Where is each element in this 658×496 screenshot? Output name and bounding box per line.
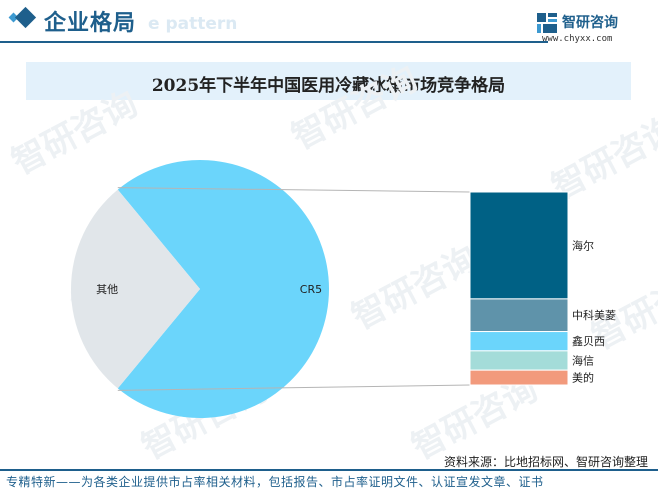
- logo-url: www.chyxx.com: [542, 34, 613, 44]
- bar-segment-label: 海尔: [572, 238, 594, 252]
- connector-line-top: [117, 187, 471, 193]
- bar-segment-label: 中科美菱: [572, 308, 616, 322]
- bar-segment: [469, 369, 569, 386]
- brand-logo: 智研咨询 www.chyxx.com: [536, 10, 646, 44]
- logo-mark-icon: [537, 13, 557, 33]
- connector-line-bottom: [117, 384, 471, 391]
- pie-slice-cr5: [117, 159, 329, 419]
- chart-title: 2025年下半年中国医用冷藏冰箱市场竞争格局: [151, 76, 506, 96]
- source-note: 资料来源：比地招标网、智研咨询整理: [443, 455, 648, 469]
- pie-layer: CR5 其他: [71, 159, 329, 419]
- pie-slice-label: CR5: [300, 283, 322, 296]
- section-title-english: e pattern: [148, 14, 238, 34]
- bar-segment-label: 鑫贝西: [572, 334, 605, 348]
- page-header: e pattern 企业格局 智研咨询 www.chyxx.com: [0, 0, 658, 48]
- bar-segment: [469, 350, 569, 371]
- pie-slice-label: 其他: [96, 283, 118, 296]
- section-title: 企业格局: [44, 10, 137, 36]
- watermark-text: 智研咨询: [285, 59, 424, 158]
- bar-segment: [469, 191, 569, 300]
- logo-name: 智研咨询: [562, 15, 618, 31]
- bar-segment-label: 海信: [572, 354, 594, 368]
- chart-title-band: 2025年下半年中国医用冷藏冰箱市场竞争格局: [26, 62, 631, 100]
- footer-description: 专精特新——为各类企业提供市占率相关材料，包括报告、市占率证明文件、认证宣发文章…: [6, 475, 544, 489]
- header-divider: [0, 41, 548, 43]
- bar-segment: [469, 298, 569, 333]
- connector-layer: [117, 187, 471, 391]
- bar-segment: [469, 331, 569, 352]
- watermark-text: 智研咨询: [5, 84, 144, 183]
- footer-divider: [0, 469, 658, 471]
- watermark-text: 智研咨询: [345, 239, 484, 338]
- bar-segment-label: 美的: [572, 371, 594, 385]
- pie-slice-other: [71, 189, 200, 389]
